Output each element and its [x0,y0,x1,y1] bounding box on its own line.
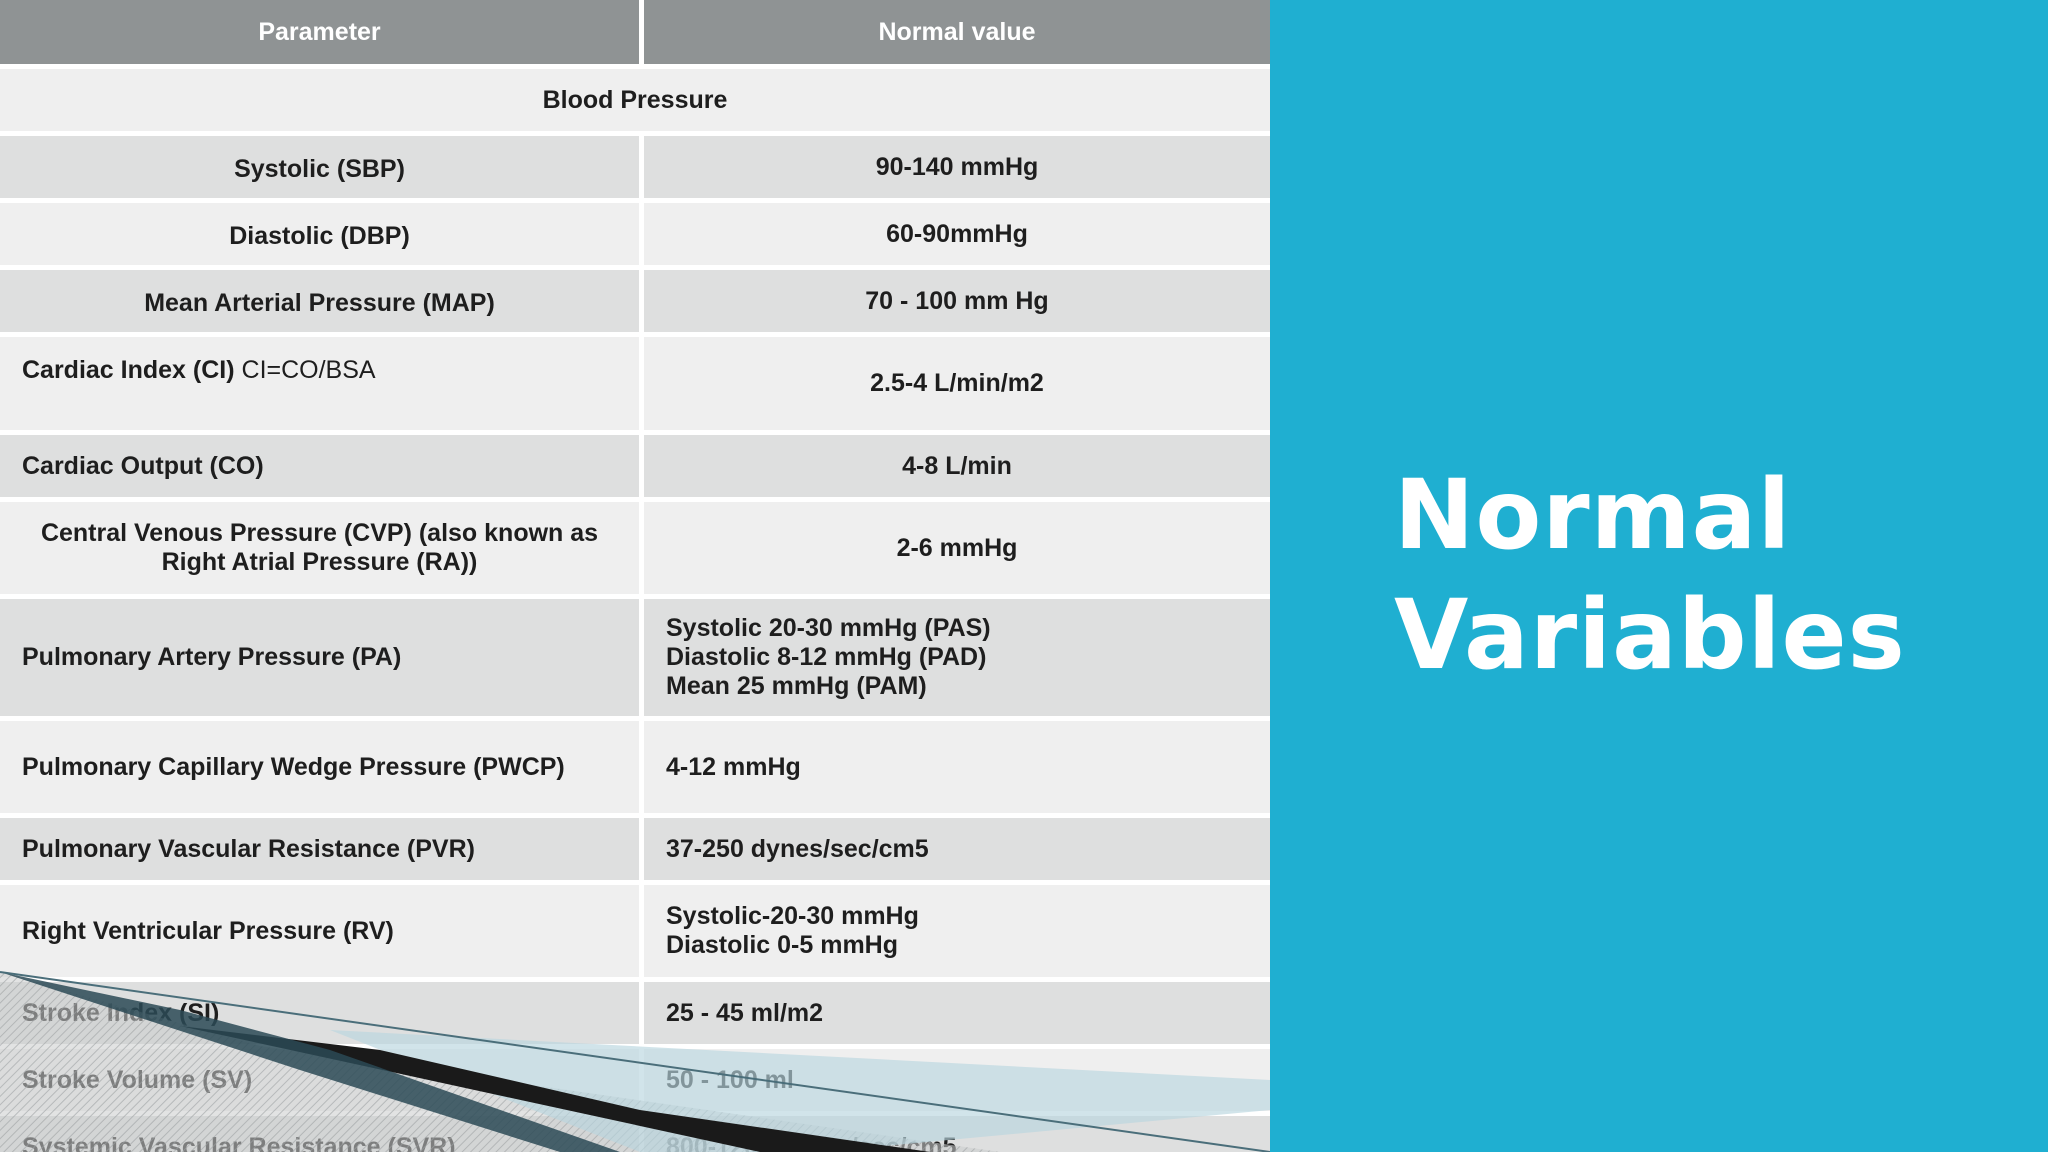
table-row: Pulmonary Vascular Resistance (PVR) 37-2… [0,818,1270,885]
value-cell: 50 - 100 ml [644,1049,1270,1116]
parameter-cell: Diastolic (DBP) [0,203,644,270]
parameter-cell: Mean Arterial Pressure (MAP) [0,270,644,337]
value-cell: 4-8 L/min [644,435,1270,502]
parameter-cell: Right Ventricular Pressure (RV) [0,885,644,982]
value-cell: 800-1200 dynes/sec/cm5 [644,1116,1270,1152]
value-line: Diastolic 0-5 mmHg [666,931,899,959]
table-row: Stroke Volume (SV) 50 - 100 ml [0,1049,1270,1116]
value-cell: 2-6 mmHg [644,502,1270,599]
section-row-blood-pressure: Blood Pressure [0,69,1270,136]
header-parameter: Parameter [0,0,644,69]
table-row: Cardiac Index (CI) CI=CO/BSA 2.5-4 L/min… [0,337,1270,435]
value-line: Systolic-20-30 mmHg [666,902,919,930]
table-row: Systolic (SBP) 90-140 mmHg [0,136,1270,203]
parameter-cell: Cardiac Index (CI) CI=CO/BSA [0,337,644,435]
parameter-cell: Systolic (SBP) [0,136,644,203]
value-cell: 60-90mmHg [644,203,1270,270]
table-row: Cardiac Output (CO) 4-8 L/min [0,435,1270,502]
parameter-cell: Pulmonary Artery Pressure (PA) [0,599,644,721]
table-row: Pulmonary Artery Pressure (PA) Systolic … [0,599,1270,721]
section-title: Blood Pressure [0,69,1270,136]
parameter-line: Right Atrial Pressure (RA)) [161,548,478,576]
table-row: Right Ventricular Pressure (RV) Systolic… [0,885,1270,982]
table-row: Pulmonary Capillary Wedge Pressure (PWCP… [0,721,1270,818]
value-line: Systolic 20-30 mmHg (PAS) [666,614,991,642]
parameter-cell: Pulmonary Vascular Resistance (PVR) [0,818,644,885]
parameter-formula: CI=CO/BSA [241,356,376,384]
title-panel: Normal Variables [1270,0,2048,1152]
parameters-table-area: Parameter Normal value Blood Pressure Sy… [0,0,1270,1152]
title-line: Variables [1394,579,1906,691]
header-normal-value: Normal value [644,0,1270,69]
value-cell: 4-12 mmHg [644,721,1270,818]
parameter-cell: Stroke Index (SI) [0,982,644,1049]
value-cell: 90-140 mmHg [644,136,1270,203]
table-row: Diastolic (DBP) 60-90mmHg [0,203,1270,270]
table-row: Mean Arterial Pressure (MAP) 70 - 100 mm… [0,270,1270,337]
parameter-cell: Pulmonary Capillary Wedge Pressure (PWCP… [0,721,644,818]
parameter-cell: Stroke Volume (SV) [0,1049,644,1116]
value-cell: Systolic 20-30 mmHg (PAS) Diastolic 8-12… [644,599,1270,721]
parameter-line: Central Venous Pressure (CVP) (also know… [40,519,599,547]
value-line: Diastolic 8-12 mmHg (PAD) [666,643,987,671]
table-header-row: Parameter Normal value [0,0,1270,69]
title-line: Normal [1394,459,1792,571]
value-cell: 25 - 45 ml/m2 [644,982,1270,1049]
table-row: Stroke Index (SI) 25 - 45 ml/m2 [0,982,1270,1049]
value-cell: 70 - 100 mm Hg [644,270,1270,337]
value-cell: Systolic-20-30 mmHg Diastolic 0-5 mmHg [644,885,1270,982]
value-cell: 2.5-4 L/min/m2 [644,337,1270,435]
parameter-name: Cardiac Index (CI) [22,356,235,384]
parameter-cell: Central Venous Pressure (CVP) (also know… [0,502,644,599]
parameter-cell: Cardiac Output (CO) [0,435,644,502]
slide-title: Normal Variables [1394,455,1906,695]
table-row: Central Venous Pressure (CVP) (also know… [0,502,1270,599]
value-line: Mean 25 mmHg (PAM) [666,672,927,700]
normal-values-table: Parameter Normal value Blood Pressure Sy… [0,0,1270,1152]
value-cell: 37-250 dynes/sec/cm5 [644,818,1270,885]
parameter-cell: Systemic Vascular Resistance (SVR) [0,1116,644,1152]
table-row: Systemic Vascular Resistance (SVR) 800-1… [0,1116,1270,1152]
